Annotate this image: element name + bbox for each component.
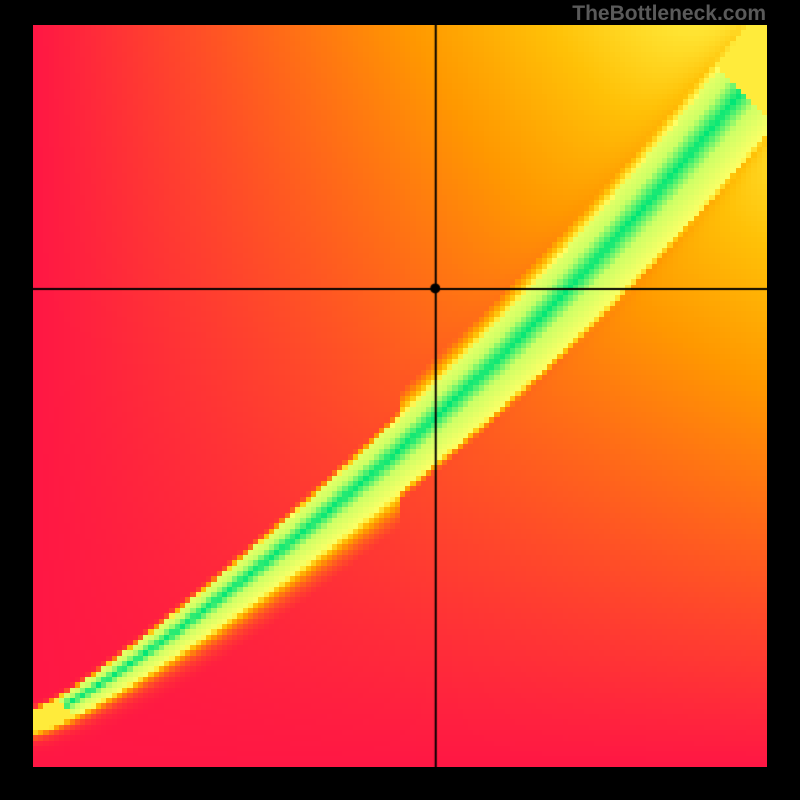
watermark-text: TheBottleneck.com (572, 2, 766, 26)
crosshair-overlay (33, 25, 767, 767)
chart-container: TheBottleneck.com (0, 0, 800, 800)
